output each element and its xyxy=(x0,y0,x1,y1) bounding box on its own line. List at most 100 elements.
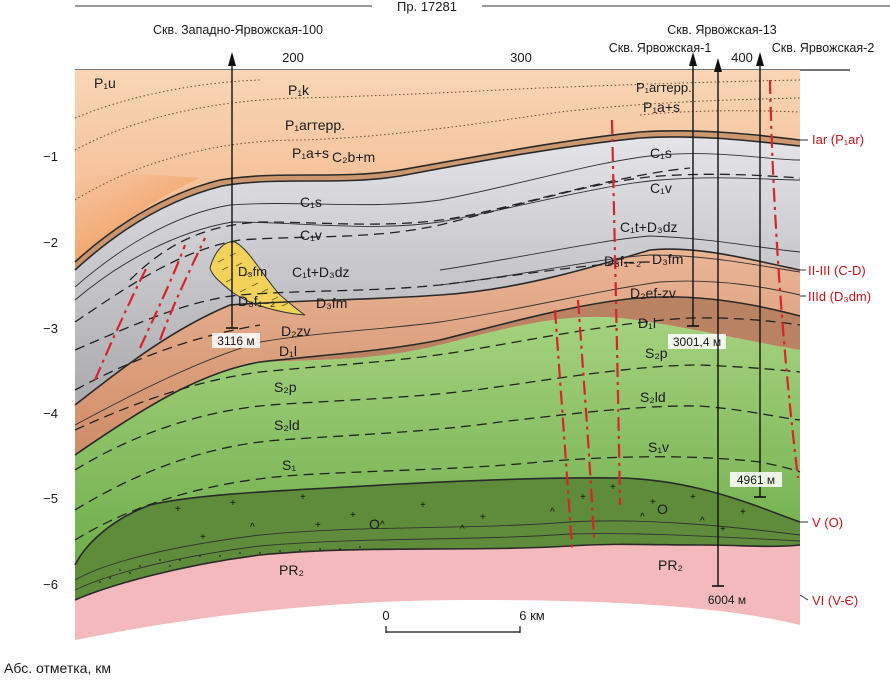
fault-6 xyxy=(610,119,622,506)
well-3[interactable]: Скв. Ярвожская-13 6004 м xyxy=(667,23,777,607)
svg-text:^: ^ xyxy=(250,522,255,533)
ordovician-dots xyxy=(89,546,361,595)
svg-text:+: + xyxy=(300,492,306,503)
unit-labels: P₁u P₁k P₁arтерр. P₁a+s C₂b+m C₁s C₁v C₁… xyxy=(94,75,692,578)
layer-pr2 xyxy=(75,544,800,640)
scale-start: 0 xyxy=(382,608,389,623)
layer-silurian xyxy=(75,316,800,565)
svg-text:^: ^ xyxy=(550,507,555,518)
x-axis: 200 300 400 xyxy=(282,50,753,65)
svg-text:+: + xyxy=(690,492,696,503)
well-1-depth: 3116 м xyxy=(217,334,254,348)
thin-horizons xyxy=(74,153,801,591)
unit-pr2-right: PR₂ xyxy=(658,557,683,573)
layer-permian-orange xyxy=(75,174,200,262)
y-tick-1: −1 xyxy=(43,149,58,164)
unit-o-right: O xyxy=(657,501,668,517)
unit-c1t-right: C₁t+D₃dz xyxy=(620,219,678,235)
well-2[interactable]: Скв. Ярвожская-1 3001,4 м xyxy=(609,41,726,349)
scale-end: 6 км xyxy=(519,608,545,623)
svg-text:+: + xyxy=(315,520,321,531)
unit-d1l-left: D₁l xyxy=(279,343,297,359)
unit-pr2-left: PR₂ xyxy=(279,562,304,578)
svg-text:+: + xyxy=(420,500,426,511)
svg-text:+: + xyxy=(350,510,356,521)
fault-3 xyxy=(158,237,206,341)
unit-p1ar-terr-right: P₁arтерр. xyxy=(636,80,692,95)
solid-horizons xyxy=(74,130,801,601)
unit-d3f12-left: D₃f₁₋₂ xyxy=(238,293,275,309)
well-2-name: Скв. Ярвожская-1 xyxy=(609,41,712,55)
svg-text:+: + xyxy=(230,498,236,509)
unit-d2zv: D₂zv xyxy=(281,323,311,339)
y-axis-label: Абс. отметка, км xyxy=(4,660,111,676)
well-2-depth: 3001,4 м xyxy=(673,335,721,349)
well-4[interactable]: Скв. Ярвожская-2 4961 м xyxy=(730,41,874,498)
y-tick-3: −3 xyxy=(43,321,58,336)
ordovician-marks: + + + + + + + + + + + ^ ^ ^ ^ ^ ^ + + + xyxy=(175,482,746,543)
fault-2 xyxy=(138,244,187,349)
unit-d2ef-zv: D₂ef-zv xyxy=(630,285,676,301)
svg-text:+: + xyxy=(740,507,746,518)
unit-d1l-right: D₁l xyxy=(638,315,656,331)
profile-label: Пр. 17281 xyxy=(397,0,457,14)
unit-c1s-left: C₁s xyxy=(300,194,322,210)
well-1-name: Скв. Западно-Ярвожская-100 xyxy=(153,23,323,37)
layer-carboniferous xyxy=(75,130,800,406)
horizon-v: V (O) xyxy=(812,515,843,530)
well-4-depth: 4961 м xyxy=(737,473,775,487)
x-tick-300: 300 xyxy=(510,50,532,65)
unit-p1ar-terr: P₁arтерр. xyxy=(285,117,345,133)
horizon-iiid: IIId (D₃dm) xyxy=(808,289,871,304)
svg-text:+: + xyxy=(580,492,586,503)
fault-1 xyxy=(93,264,149,381)
unit-c1v-right: C₁v xyxy=(650,180,672,196)
unit-c2bm: C₂b+m xyxy=(332,149,375,165)
svg-text:^: ^ xyxy=(640,512,645,523)
unit-s2p-right: S₂p xyxy=(645,345,668,361)
svg-text:+: + xyxy=(610,482,616,493)
svg-text:+: + xyxy=(650,497,656,508)
well-3-name: Скв. Ярвожская-13 xyxy=(667,23,777,37)
unit-c1v-left: C₁v xyxy=(300,227,322,243)
unit-o-left: O xyxy=(369,516,380,532)
well-1[interactable]: Скв. Западно-Ярвожская-100 3116 м xyxy=(153,23,323,348)
unit-d3fm-left: D₃fm xyxy=(316,295,347,311)
unit-d3f12-right: D₃f₁₋₂ xyxy=(604,253,641,269)
x-tick-200: 200 xyxy=(282,50,304,65)
svg-text:^: ^ xyxy=(700,516,705,527)
faults xyxy=(93,79,800,549)
unit-s2p-left: S₂p xyxy=(274,379,297,395)
svg-text:+: + xyxy=(175,504,181,515)
profile-label-bg xyxy=(372,0,482,13)
horizon-labels: Iar (P₁ar) II-III (C-D) IIId (D₃dm) V (O… xyxy=(799,132,871,608)
permian-dotted-lines xyxy=(74,79,801,201)
unit-d3fm-right: D₃fm xyxy=(652,251,683,267)
x-tick-400: 400 xyxy=(731,50,753,65)
unit-p1as-right: P₁a+s xyxy=(643,99,680,115)
y-tick-5: −5 xyxy=(43,491,58,506)
fault-4 xyxy=(553,309,574,549)
unit-p1as-left: P₁a+s xyxy=(292,145,329,161)
layer-devonian-lower xyxy=(75,296,800,455)
svg-text:+: + xyxy=(720,524,726,535)
layer-permian xyxy=(75,70,800,262)
horizon-iar: Iar (P₁ar) xyxy=(812,132,864,147)
well-3-depth: 6004 м xyxy=(708,593,746,607)
y-tick-4: −4 xyxy=(43,406,58,421)
unit-d3fm-lens: D₃fm xyxy=(238,264,267,279)
svg-text:^: ^ xyxy=(380,520,385,531)
d3-lens xyxy=(209,241,306,316)
unit-c1t-left: C₁t+D₃dz xyxy=(292,264,350,280)
y-tick-6: −6 xyxy=(43,577,58,592)
unit-c1s-right: C₁s xyxy=(650,145,672,161)
scale-bar: 0 6 км xyxy=(382,608,545,633)
unit-s1v: S₁v xyxy=(648,439,669,455)
svg-text:+: + xyxy=(480,512,486,523)
unit-s2ld-right: S₂ld xyxy=(640,389,666,405)
unit-p1k: P₁k xyxy=(288,82,310,98)
svg-text:^: ^ xyxy=(460,524,465,535)
fault-7 xyxy=(768,79,800,479)
y-axis: −1 −2 −3 −4 −5 −6 xyxy=(43,149,58,592)
